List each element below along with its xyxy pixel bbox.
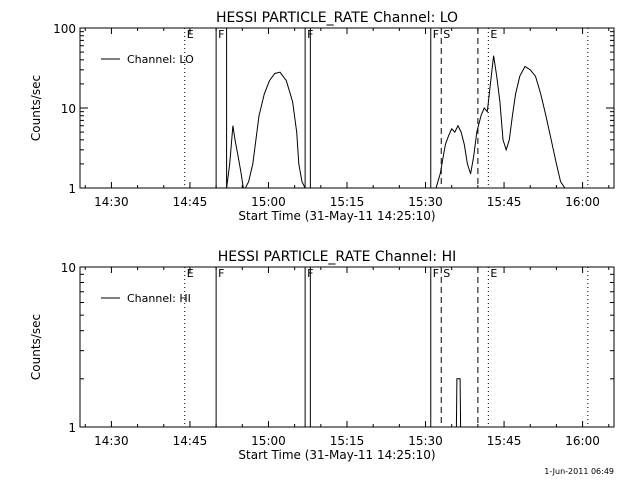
chart-0-legend-label: Channel: LO [127, 53, 194, 66]
chart-0-y-tick-label-2: 100 [53, 22, 76, 36]
chart-0-event-marker-label-6: S [443, 28, 450, 41]
chart-0-event-marker-label-1: F [218, 28, 224, 41]
chart-0-series-line-0 [226, 55, 568, 189]
chart-0-x-axis-label: Start Time (31-May-11 14:25:10) [238, 209, 435, 223]
chart-0-x-tick-label-4: 15:30 [408, 195, 443, 209]
chart-0-x-tick-label-2: 15:00 [251, 195, 286, 209]
chart-1-title: HESSI PARTICLE_RATE Channel: HI [218, 249, 456, 265]
chart-1-event-marker-label-0: E [187, 267, 194, 280]
chart-1-x-tick-label-5: 15:45 [487, 434, 522, 448]
chart-1-y-tick-label-0: 1 [68, 421, 76, 435]
chart-0-plot-frame [79, 27, 615, 189]
chart-1-event-marker-label-4: F [433, 267, 439, 280]
chart-1-x-axis-label: Start Time (31-May-11 14:25:10) [238, 448, 435, 462]
chart-1-x-tick-label-3: 15:15 [330, 434, 365, 448]
chart-0-y-axis-label: Counts/sec [29, 75, 43, 141]
chart-0-x-tick-label-3: 15:15 [330, 195, 365, 209]
chart-1-series-line-0 [453, 378, 465, 428]
chart-0-y-tick-label-1: 10 [61, 102, 76, 116]
chart-0-y-tick-label-0: 1 [68, 182, 76, 196]
chart-1-event-marker-label-7: E [490, 267, 497, 280]
chart-0-title: HESSI PARTICLE_RATE Channel: LO [216, 10, 458, 26]
chart-1-y-tick-label-1: 10 [61, 261, 76, 275]
chart-1-y-axis-label: Counts/sec [29, 314, 43, 380]
chart-0-event-marker-label-5: F [433, 28, 439, 41]
chart-1-x-tick-label-4: 15:30 [408, 434, 443, 448]
chart-0-x-tick-label-1: 14:45 [173, 195, 208, 209]
chart-0-x-tick-label-5: 15:45 [487, 195, 522, 209]
chart-1-x-tick-label-6: 16:00 [565, 434, 600, 448]
chart-1-x-tick-label-1: 14:45 [173, 434, 208, 448]
chart-0-event-marker-label-8: E [490, 28, 497, 41]
chart-1-x-tick-label-2: 15:00 [251, 434, 286, 448]
panel-lo-channel: HESSI PARTICLE_RATE Channel: LO 14:30 14:4… [29, 10, 615, 223]
panel-hi-channel: HESSI PARTICLE_RATE Channel: HI 14:30 14:4… [29, 249, 615, 462]
timestamp-footer: 1-Jun-2011 06:49 [544, 467, 614, 476]
chart-0-x-tick-label-0: 14:30 [94, 195, 129, 209]
chart-1-legend-label: Channel: HI [127, 292, 191, 305]
chart-1-event-marker-label-5: S [443, 267, 450, 280]
chart-1-x-tick-label-0: 14:30 [94, 434, 129, 448]
chart-0-event-marker-label-0: E [187, 28, 194, 41]
chart-0-x-tick-label-6: 16:00 [565, 195, 600, 209]
chart-1-plot-frame [79, 266, 615, 428]
chart-1-event-marker-label-1: F [218, 267, 224, 280]
